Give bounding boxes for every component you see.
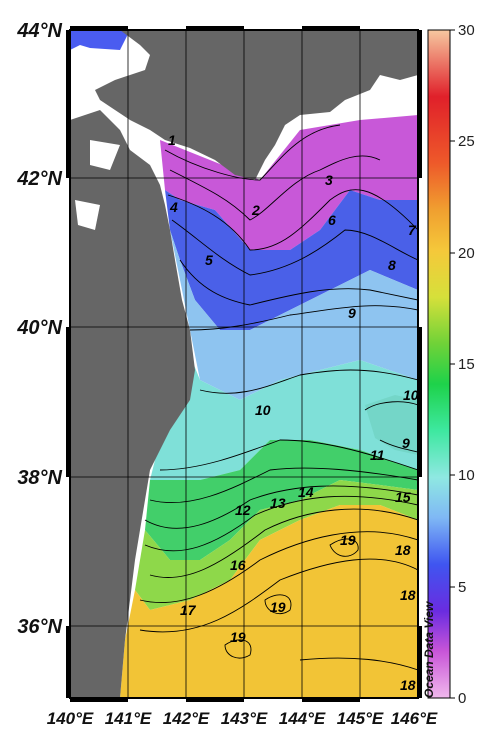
contour-label: 16 xyxy=(230,557,246,573)
contour-label: 19 xyxy=(270,599,286,615)
temp-field-light-blue xyxy=(170,230,418,400)
colorbar-tick-label: 0 xyxy=(458,690,466,707)
longitude-labels: 140°E 141°E 142°E 143°E 144°E 145°E 146°… xyxy=(47,709,438,728)
contour-label: 18 xyxy=(400,677,416,693)
contour-label: 14 xyxy=(298,484,314,500)
contour-label: 8 xyxy=(388,257,396,273)
contour-label: 18 xyxy=(395,542,411,558)
colorbar-tick-label: 25 xyxy=(458,133,475,150)
map-plot-area: 1 2 3 4 5 6 7 8 9 10 10 9 11 12 13 14 15… xyxy=(70,30,419,698)
contour-label: 4 xyxy=(169,199,178,215)
contour-label: 11 xyxy=(370,447,385,463)
latitude-labels: 44°N 42°N 40°N 38°N 36°N xyxy=(16,20,62,638)
contour-label: 9 xyxy=(348,305,356,321)
lon-label: 145°E xyxy=(337,709,384,728)
contour-label: 6 xyxy=(328,212,336,228)
colorbar-tick-label: 20 xyxy=(458,245,475,262)
contour-label: 12 xyxy=(235,502,251,518)
colorbar-gradient xyxy=(427,29,451,699)
lon-label: 141°E xyxy=(105,709,152,728)
temp-field-cyan xyxy=(150,330,418,480)
contour-label: 13 xyxy=(270,495,286,511)
temp-field-blue xyxy=(165,190,418,330)
contour-label: 15 xyxy=(395,489,411,505)
contour-label: 2 xyxy=(251,202,260,218)
contour-label-group: 1 2 3 4 5 6 7 8 9 10 10 9 11 12 13 14 15… xyxy=(168,132,419,693)
contour-label: 17 xyxy=(180,602,197,618)
ocean-data-view-watermark: Ocean Data View xyxy=(422,601,436,698)
lat-label: 38°N xyxy=(17,467,62,489)
contour-lines xyxy=(139,124,418,671)
temp-field-bright-green xyxy=(135,480,418,610)
land-masses xyxy=(70,30,418,698)
gridlines xyxy=(70,30,418,698)
temp-field-yellow xyxy=(120,505,418,698)
colorbar-tick-label: 10 xyxy=(458,467,475,484)
temp-field-warm-eddy xyxy=(365,395,418,455)
frame-ticks xyxy=(66,26,422,702)
colorbar-tick-label: 15 xyxy=(458,356,475,373)
temp-field-cold-top xyxy=(70,30,130,50)
contour-label: 19 xyxy=(230,629,246,645)
lat-label: 44°N xyxy=(16,20,62,42)
lon-label: 140°E xyxy=(47,709,94,728)
contour-label: 5 xyxy=(205,252,213,268)
honshu-land xyxy=(70,110,195,698)
contour-label: 10 xyxy=(255,402,271,418)
contour-label: 18 xyxy=(400,587,416,603)
contour-label: 7 xyxy=(408,222,417,238)
contour-label: 19 xyxy=(340,532,356,548)
colorbar-tick-label: 5 xyxy=(458,579,466,596)
land-gaps xyxy=(75,50,120,230)
contour-label: 10 xyxy=(403,387,419,403)
lat-label: 36°N xyxy=(17,616,62,638)
lon-label: 143°E xyxy=(221,709,268,728)
colorbar-tick-label: 30 xyxy=(458,22,475,39)
lon-label: 146°E xyxy=(391,709,438,728)
lon-label: 144°E xyxy=(279,709,326,728)
lat-label: 42°N xyxy=(16,168,62,190)
lat-label: 40°N xyxy=(16,317,62,339)
contour-label: 1 xyxy=(168,132,176,148)
colorbar: 30 25 20 15 10 5 0 xyxy=(427,22,475,707)
temp-field-magenta xyxy=(160,115,418,250)
contour-label: 3 xyxy=(325,172,333,188)
contour-label: 9 xyxy=(402,435,410,451)
lon-label: 142°E xyxy=(163,709,210,728)
temp-field-green xyxy=(145,440,418,560)
hokkaido-land xyxy=(95,30,418,180)
